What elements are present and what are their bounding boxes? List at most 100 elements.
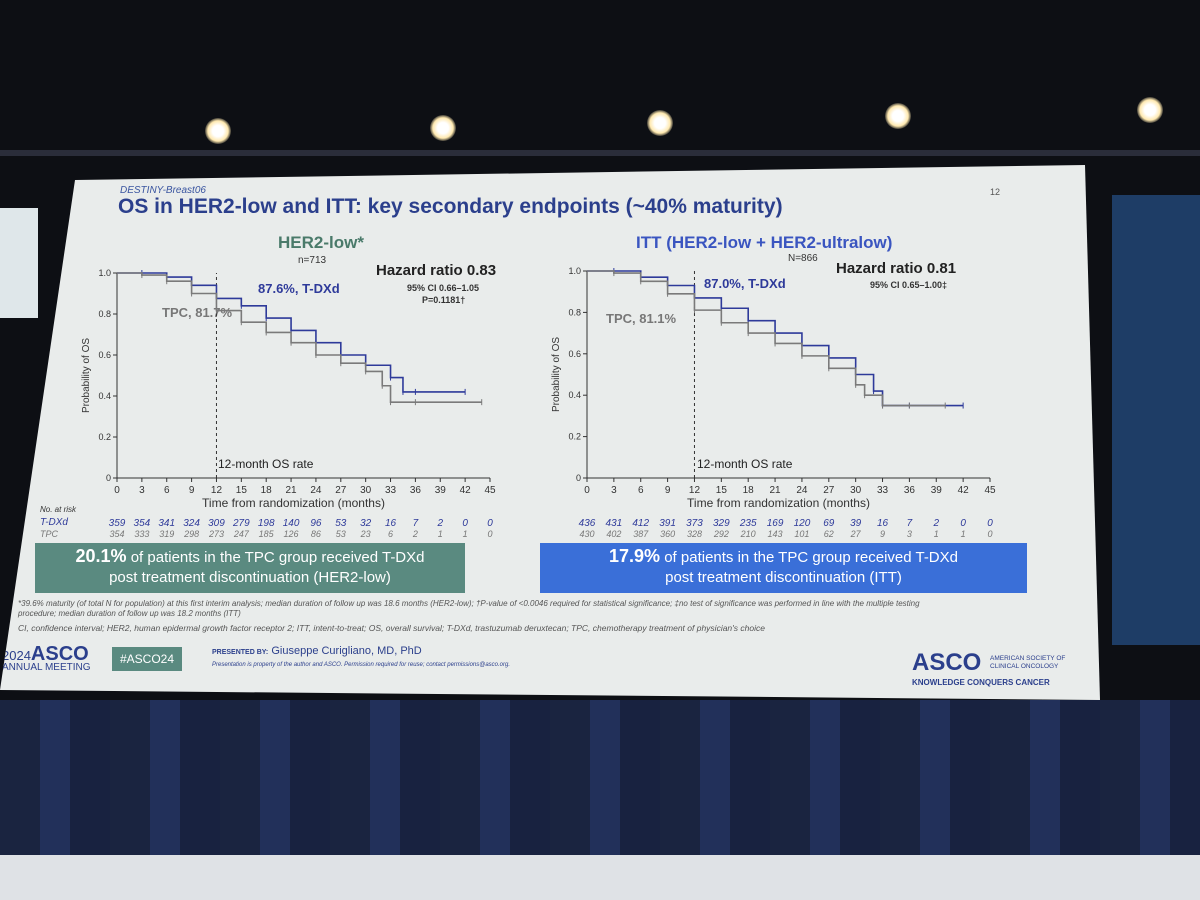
risk-header: No. at risk	[40, 505, 77, 514]
footnote-2: procedure; median duration of follow up …	[18, 609, 241, 618]
risk-tdxd-value: 309	[208, 518, 225, 529]
y-tick-label: 0.6	[98, 350, 111, 360]
y-tick-label: 1.0	[98, 268, 111, 278]
risk-tpc-value: 101	[794, 529, 809, 539]
risk-tpc-value: 319	[159, 529, 174, 539]
left-box-text1: of patients in the TPC group received T-…	[126, 549, 425, 566]
x-axis-label: Time from randomization (months)	[687, 496, 870, 510]
risk-tpc-value: 1	[934, 529, 939, 539]
left-n: n=713	[298, 255, 327, 266]
risk-tdxd-value: 53	[335, 518, 347, 529]
risk-tdxd-value: 436	[579, 518, 596, 529]
x-tick-label: 24	[310, 485, 322, 496]
km-curve-tpc	[587, 270, 946, 407]
risk-tdxd-value: 235	[739, 518, 757, 529]
risk-tpc-value: 273	[208, 529, 224, 539]
risk-tpc-value: 126	[284, 529, 299, 539]
x-tick-label: 39	[435, 485, 447, 496]
risk-tdxd-value: 69	[823, 518, 835, 529]
left-box-text2: post treatment discontinuation (HER2-low…	[109, 569, 391, 586]
risk-tdxd-value: 96	[310, 518, 322, 529]
right-tdxd-label: 87.0%, T-DXd	[704, 276, 786, 291]
risk-tdxd-value: 39	[850, 518, 862, 529]
risk-tdxd-value: 2	[932, 518, 939, 529]
risk-tdxd-value: 329	[713, 518, 730, 529]
risk-tpc-label: TPC	[40, 529, 58, 539]
stage-light	[885, 103, 911, 129]
left-p-value: P=0.1181†	[422, 295, 466, 305]
x-tick-label: 9	[189, 485, 195, 496]
risk-tpc-value: 23	[360, 529, 371, 539]
risk-tdxd-value: 140	[283, 518, 300, 529]
x-tick-label: 0	[584, 485, 590, 496]
risk-tdxd-value: 7	[413, 518, 419, 529]
right-hazard-ratio: Hazard ratio 0.81	[836, 260, 957, 277]
risk-tdxd-value: 431	[606, 518, 623, 529]
x-tick-label: 36	[904, 485, 916, 496]
left-chart-title: HER2-low*	[278, 233, 364, 252]
risk-tpc-value: 86	[311, 529, 321, 539]
x-tick-label: 21	[286, 485, 298, 496]
x-tick-label: 15	[716, 485, 728, 496]
x-tick-label: 9	[665, 485, 671, 496]
x-tick-label: 39	[931, 485, 943, 496]
left-tdxd-label: 87.6%, T-DXd	[258, 281, 340, 296]
risk-tpc-value: 1	[961, 529, 966, 539]
left-ci: 95% CI 0.66–1.05	[407, 283, 480, 293]
y-tick-label: 0	[576, 473, 581, 483]
risk-tpc-value: 360	[660, 529, 675, 539]
risk-tdxd-value: 0	[462, 518, 468, 529]
right-landmark-label: 12-month OS rate	[697, 457, 793, 471]
x-tick-label: 33	[877, 485, 889, 496]
asco-full-name: AMERICAN SOCIETY OF CLINICAL ONCOLOGY	[990, 655, 1066, 670]
risk-tpc-value: 62	[824, 529, 834, 539]
x-tick-label: 12	[211, 485, 223, 496]
stage-light	[430, 115, 456, 141]
risk-tdxd-value: 359	[109, 518, 126, 529]
page-number: 12	[990, 187, 1001, 197]
risk-tdxd-value: 0	[487, 518, 493, 529]
risk-tdxd-value: 16	[877, 518, 889, 529]
stage-light	[1137, 97, 1163, 123]
x-tick-label: 6	[164, 485, 170, 496]
right-ci: 95% CI 0.65–1.00‡	[870, 280, 948, 290]
km-curve-tpc	[117, 272, 482, 403]
risk-tdxd-value: 16	[385, 518, 397, 529]
trial-logo: DESTINY-Breast06	[120, 185, 206, 196]
x-tick-label: 36	[410, 485, 422, 496]
footnote-3: CI, confidence interval; HER2, human epi…	[18, 623, 765, 633]
x-tick-label: 33	[385, 485, 397, 496]
x-tick-label: 3	[611, 485, 617, 496]
risk-tpc-value: 0	[987, 529, 992, 539]
risk-tpc-value: 387	[633, 529, 649, 539]
left-landmark-label: 12-month OS rate	[218, 457, 314, 471]
risk-tpc-value: 430	[579, 529, 594, 539]
x-tick-label: 21	[770, 485, 782, 496]
right-n: N=866	[788, 253, 818, 264]
risk-tdxd-value: 120	[794, 518, 811, 529]
risk-tpc-value: 292	[713, 529, 729, 539]
risk-tpc-value: 1	[438, 529, 443, 539]
right-box-text2: post treatment discontinuation (ITT)	[665, 569, 902, 586]
risk-tpc-value: 333	[134, 529, 149, 539]
risk-tdxd-value: 412	[632, 518, 649, 529]
risk-tpc-value: 0	[487, 529, 492, 539]
asco-logo: ASCO	[912, 649, 982, 676]
x-axis-label: Time from randomization (months)	[202, 496, 385, 510]
risk-tdxd-value: 0	[987, 518, 993, 529]
disclaimer: Presentation is property of the author a…	[212, 662, 511, 668]
risk-tpc-value: 1	[463, 529, 468, 539]
x-tick-label: 30	[850, 485, 862, 496]
left-tpc-label: TPC, 81.7%	[162, 305, 233, 320]
km-charts: 0 3 6 9 12 15 18 21 24 27 30 33 36 39 42 4500.20.40.60.…	[81, 266, 996, 539]
x-tick-label: 45	[484, 485, 496, 496]
x-tick-label: 27	[335, 485, 347, 496]
risk-tpc-value: 143	[768, 529, 783, 539]
y-tick-label: 0.2	[568, 432, 581, 442]
side-screen-left	[0, 208, 38, 318]
risk-tdxd-value: 32	[360, 518, 372, 529]
risk-tdxd-label: T-DXd	[40, 517, 68, 528]
risk-tpc-value: 210	[740, 529, 756, 539]
x-tick-label: 6	[638, 485, 644, 496]
risk-tpc-value: 3	[907, 529, 912, 539]
